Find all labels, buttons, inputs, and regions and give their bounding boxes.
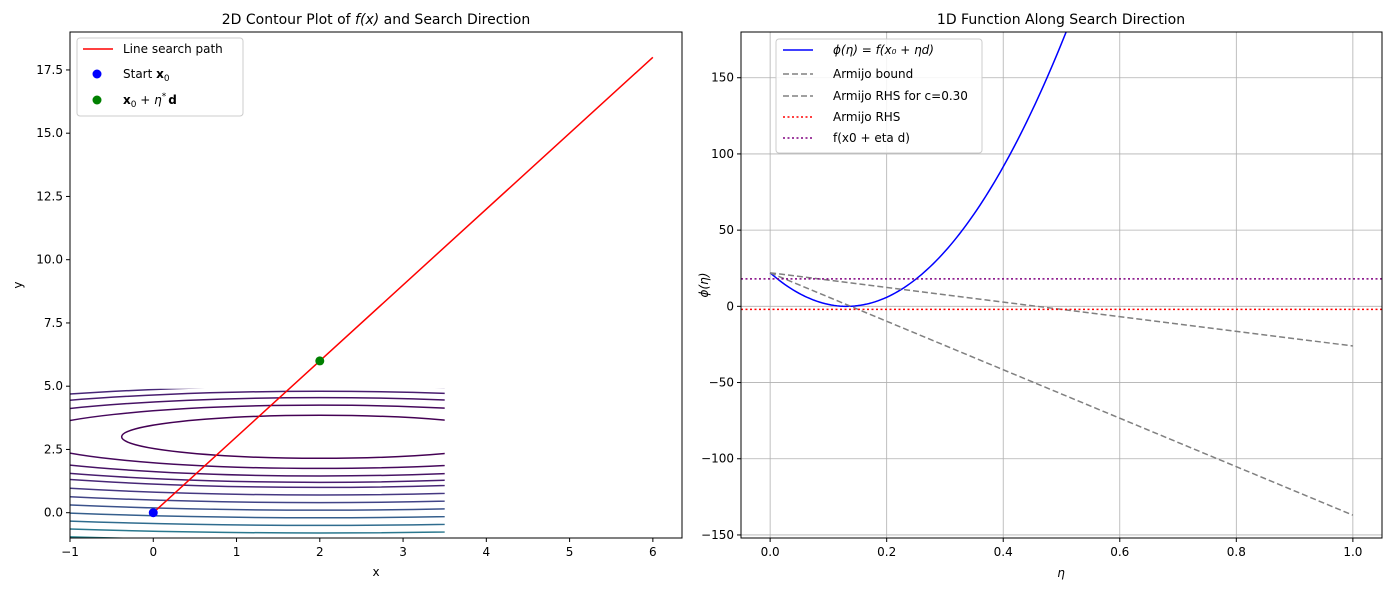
start-point-marker	[148, 508, 158, 518]
contour-xtick-label: 3	[399, 545, 407, 559]
line-search-grid	[741, 32, 1382, 538]
contour-ytick-label: 2.5	[44, 442, 63, 456]
legend-armijo-rhs-c-label: Armijo RHS for c=0.30	[833, 89, 968, 103]
contour-ylabel: y	[11, 281, 25, 288]
contour-level-2	[70, 396, 445, 477]
contour-xtick-label: 2	[316, 545, 324, 559]
contour-xtick-label: 5	[566, 545, 574, 559]
contour-legend-box	[76, 37, 244, 117]
contour-ytick-label: 15.0	[36, 126, 63, 140]
legend-step-marker	[92, 95, 102, 105]
contour-xtick-label: 1	[233, 545, 241, 559]
line-search-xtick-label: 0.4	[994, 545, 1013, 559]
line-search-ytick-label: 150	[711, 71, 734, 85]
legend-line-search-label: Line search path	[123, 42, 223, 56]
contour-ytick-label: 10.0	[36, 253, 63, 267]
legend-f-label: f(x0 + eta d)	[833, 131, 910, 145]
contour-axes-frame	[69, 31, 683, 539]
contour-level-1	[70, 404, 445, 470]
legend-step-label: x0 + η* d	[123, 92, 177, 110]
contour-level-12	[0, 325, 1346, 548]
contour-ytick-label: 7.5	[44, 316, 63, 330]
contour-level-8	[70, 512, 445, 519]
line-search-ylabel: ϕ(η)	[697, 273, 711, 298]
contour-chart: 2D Contour Plot of f(x) and Search Direc…	[0, 12, 1389, 590]
legend-armijo-bound-label: Armijo bound	[833, 67, 913, 81]
line-search-axes-frame	[740, 31, 1383, 539]
contour-level-5	[70, 487, 445, 496]
line-search-xtick-label: 0.6	[1110, 545, 1129, 559]
line-search-ytick-label: −100	[701, 452, 734, 466]
line-search-ticks: 0.0 0.2 0.4 0.6 0.8 1.0 −150 −100 −50 0 50 100 150	[701, 71, 1362, 559]
armijo-bound-line	[769, 272, 1354, 516]
contour-level-10	[70, 528, 445, 534]
contour-ticks: −1 0 1 2 3 4 5 6 0.0 2.5 5.0 7.5 10.0 12.5 15.0 17.5	[36, 63, 656, 559]
legend-start-label: Start x0	[123, 67, 170, 84]
contour-level-16	[0, 295, 1389, 578]
line-search-chart-title: 1D Function Along Search Direction	[937, 12, 1185, 28]
legend-start-marker	[92, 69, 102, 79]
contour-level-13	[0, 318, 1389, 556]
line-search-path	[152, 56, 654, 514]
line-search-xlabel: η	[1057, 566, 1065, 580]
contour-level-3	[70, 390, 445, 484]
contour-level-18	[0, 280, 1389, 590]
contour-level-17	[0, 288, 1389, 587]
line-search-ytick-label: −50	[709, 376, 734, 390]
contour-xtick-label: −1	[61, 545, 79, 559]
contour-ytick-label: 5.0	[44, 379, 63, 393]
contour-level-9	[70, 520, 445, 527]
line-search-chart: 1D Function Along Search Direction 0.0 0.…	[697, 12, 1383, 580]
contour-xtick-label: 4	[483, 545, 491, 559]
contour-xtick-label: 6	[649, 545, 657, 559]
legend-phi-label: ϕ(η) = f(x₀ + ηd)	[833, 43, 934, 57]
contour-ytick-label: 17.5	[36, 63, 63, 77]
line-search-xtick-label: 0.2	[877, 545, 896, 559]
line-search-series	[741, 32, 1382, 516]
contour-lines	[0, 272, 1389, 590]
contour-ytick-label: 12.5	[36, 189, 63, 203]
contour-xlabel: x	[372, 565, 379, 579]
contour-level-4	[70, 388, 445, 489]
contour-level-7	[70, 504, 445, 511]
line-search-xtick-label: 1.0	[1343, 545, 1362, 559]
contour-level-19	[0, 272, 1389, 590]
contour-legend: Line search path Start x0 x0 + η* d	[76, 37, 244, 117]
contour-level-14	[0, 310, 1389, 563]
legend-armijo-rhs-label: Armijo RHS	[833, 110, 900, 124]
contour-series	[148, 56, 654, 518]
line-search-ytick-label: 100	[711, 147, 734, 161]
contour-level-0	[120, 414, 445, 460]
contour-level-6	[70, 495, 445, 504]
line-search-ytick-label: 50	[719, 223, 734, 237]
line-search-ytick-label: 0	[726, 299, 734, 313]
contour-level-15	[0, 303, 1389, 571]
contour-xtick-label: 0	[149, 545, 157, 559]
line-search-legend-box	[775, 38, 983, 154]
line-search-xtick-label: 0.0	[761, 545, 780, 559]
step-point-marker	[315, 356, 325, 366]
line-search-xtick-label: 0.8	[1227, 545, 1246, 559]
phi-curve	[769, 32, 1067, 308]
contour-chart-title: 2D Contour Plot of f(x) and Search Direc…	[222, 12, 530, 28]
contour-ytick-label: 0.0	[44, 506, 63, 520]
line-search-legend: ϕ(η) = f(x₀ + ηd) Armijo bound Armijo RH…	[775, 38, 983, 154]
line-search-ytick-label: −150	[701, 528, 734, 542]
